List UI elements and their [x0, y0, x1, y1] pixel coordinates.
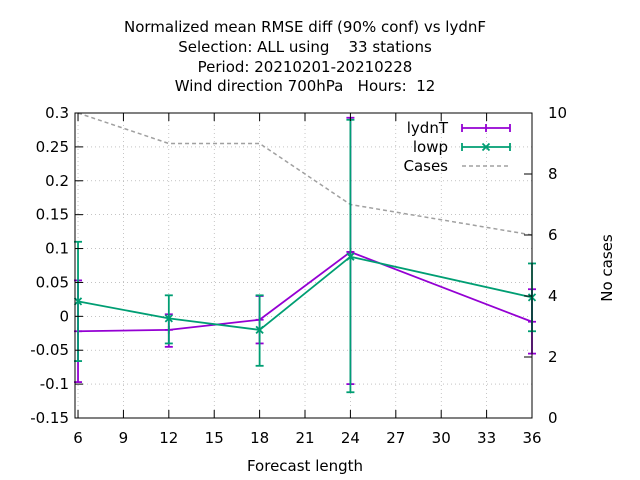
title-line-2: Selection: ALL using 33 stations	[178, 38, 432, 56]
title-line-3: Period: 20210201-20210228	[198, 58, 413, 76]
data-point	[73, 297, 83, 306]
y2-axis-label: No cases	[598, 234, 616, 302]
cases-line	[77, 112, 533, 236]
x-tick-label: 9	[119, 429, 129, 447]
x-axis-label: Forecast length	[247, 457, 363, 475]
y2-tick-label: 2	[548, 348, 558, 366]
y2-tick-label: 8	[548, 165, 558, 183]
series-line	[77, 255, 533, 331]
data-point	[346, 252, 355, 261]
y-tick-label: 0.05	[36, 273, 69, 291]
y2-tick-label: 4	[548, 287, 558, 305]
x-tick-label: 15	[205, 429, 224, 447]
chart-title: Normalized mean RMSE diff (90% conf) vs …	[124, 18, 486, 95]
y2-tick-label: 10	[548, 104, 567, 122]
y-tick-label: -0.1	[40, 375, 69, 393]
x-tick-label: 36	[522, 429, 541, 447]
series-line	[78, 250, 533, 333]
legend-label: lydnT	[407, 119, 449, 137]
data-series	[73, 116, 537, 394]
legend-marker	[481, 142, 491, 152]
plot-border	[74, 112, 533, 419]
y-tick-label: 0.2	[45, 172, 69, 190]
x-tick-label: 6	[73, 429, 83, 447]
x-tick-label: 18	[250, 429, 269, 447]
data-point	[164, 314, 173, 323]
y2-tick-label: 0	[548, 409, 558, 427]
legend-item-Cases: Cases	[403, 157, 510, 175]
series-lowp	[73, 118, 537, 394]
x-tick-label: 12	[159, 429, 178, 447]
y-tick-label: -0.05	[30, 341, 69, 359]
cases-series	[77, 112, 533, 236]
title-line-4: Wind direction 700hPa Hours: 12	[175, 77, 436, 95]
data-point	[255, 325, 264, 335]
x-tick-label: 24	[341, 429, 360, 447]
y-tick-label: 0.1	[45, 240, 69, 258]
y-tick-label: 0.15	[36, 206, 69, 224]
legend-label: lowp	[413, 138, 448, 156]
legend-label: Cases	[403, 157, 448, 175]
y-tick-label: -0.15	[30, 409, 69, 427]
legend-item-lydnT: lydnT	[407, 119, 511, 137]
legend-item-lowp: lowp	[413, 138, 511, 156]
y-tick-label: 0.3	[45, 104, 69, 122]
title-line-1: Normalized mean RMSE diff (90% conf) vs …	[124, 18, 486, 36]
grid	[75, 112, 533, 419]
x-tick-label: 30	[432, 429, 451, 447]
x-tick-label: 27	[386, 429, 405, 447]
y-tick-label: 0	[59, 307, 69, 325]
x-tick-label: 21	[295, 429, 314, 447]
y2-tick-label: 6	[548, 226, 558, 244]
x-tick-label: 33	[477, 429, 496, 447]
axis-ticks: -0.15 -0.1 -0.05 0 0.05 0.1 0.15 0.2 0.25 0.3 6 9 12…	[30, 104, 567, 447]
y-tick-label: 0.25	[36, 138, 69, 156]
